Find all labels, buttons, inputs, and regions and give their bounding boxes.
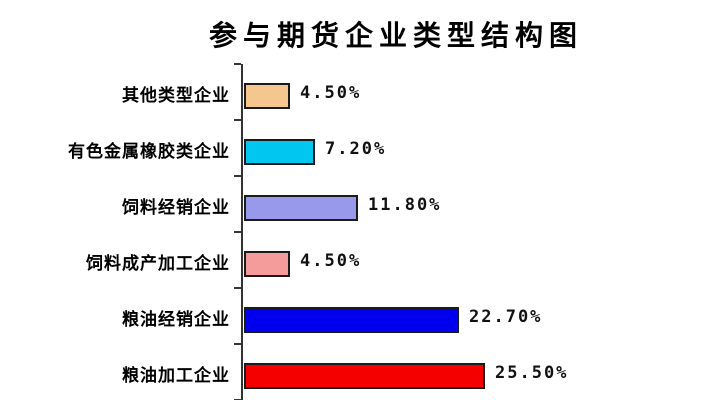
axis-tick	[234, 63, 241, 65]
value-label: 25.50%	[495, 363, 569, 384]
bar	[244, 195, 358, 221]
value-label: 4.50%	[300, 251, 362, 272]
value-label: 7.20%	[325, 139, 387, 160]
bar-row: 其他类型企业 4.50%	[0, 64, 720, 120]
category-label: 饲料成产加工企业	[86, 254, 230, 274]
bar	[244, 83, 290, 109]
bar	[244, 307, 459, 333]
bar-row: 粮油加工企业 25.50%	[0, 344, 720, 400]
category-label: 有色金属橡胶类企业	[68, 142, 230, 162]
axis-tick	[234, 119, 241, 121]
category-label: 粮油加工企业	[122, 366, 230, 386]
bar-row: 有色金属橡胶类企业 7.20%	[0, 120, 720, 176]
y-axis-line	[241, 64, 243, 400]
value-label: 4.50%	[300, 83, 362, 104]
bar-row: 粮油经销企业 22.70%	[0, 288, 720, 344]
bar	[244, 363, 485, 389]
value-label: 11.80%	[368, 195, 442, 216]
bar-row: 饲料经销企业 11.80%	[0, 176, 720, 232]
category-label: 饲料经销企业	[122, 198, 230, 218]
axis-tick	[234, 287, 241, 289]
bar-row: 饲料成产加工企业 4.50%	[0, 232, 720, 288]
axis-tick	[234, 343, 241, 345]
bar	[244, 139, 315, 165]
chart-title: 参与期货企业类型结构图	[208, 19, 583, 52]
category-label: 其他类型企业	[122, 86, 230, 106]
value-label: 22.70%	[469, 307, 543, 328]
category-label: 粮油经销企业	[122, 310, 230, 330]
axis-tick	[234, 231, 241, 233]
axis-tick	[234, 175, 241, 177]
bar	[244, 251, 290, 277]
